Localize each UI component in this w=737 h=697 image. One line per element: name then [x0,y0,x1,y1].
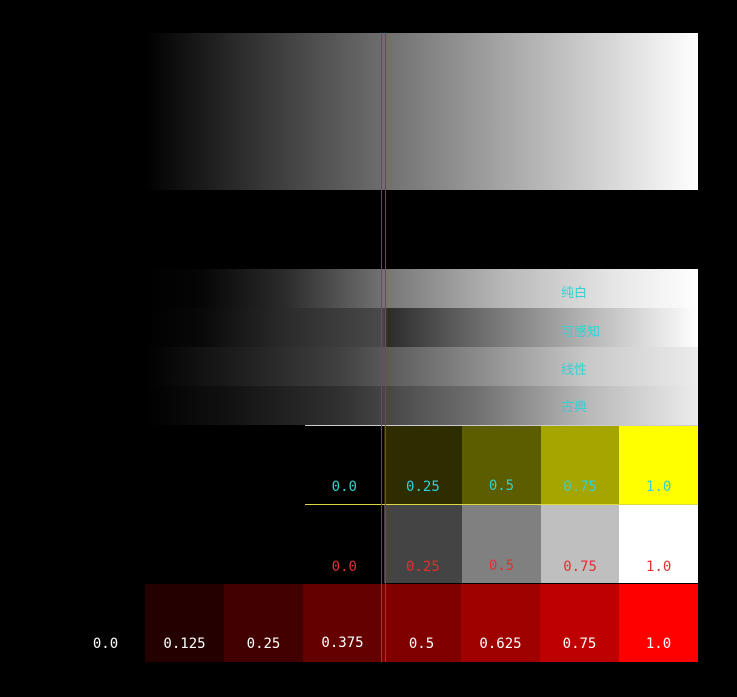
yellow-swatch [462,426,541,504]
gray-swatch-label: 1.0 [646,559,672,575]
red-swatch-label: 0.125 [163,636,206,652]
gray-swatch-label: 0.25 [406,559,440,575]
yellow-swatch-label: 0.5 [488,478,515,494]
band-linear [145,347,698,386]
yellow-swatch-label: 0.0 [331,479,357,495]
red-swatch [145,584,224,662]
red-swatch-label: 0.375 [321,635,364,651]
gray-swatch [540,505,620,583]
red-swatch [303,584,382,662]
red-swatch-label: 0.0 [92,636,119,652]
red-swatch-label: 0.75 [562,636,597,652]
red-swatch-label: 0.25 [246,636,281,652]
yellow-swatch [383,426,463,504]
red-swatch [66,584,145,662]
band-bottom-divider [305,425,698,426]
yellow-divider-line [305,504,698,505]
band-pure-white [145,269,698,308]
yellow-swatch [305,426,384,504]
red-swatch-label: 0.625 [479,636,522,652]
gray-swatch [619,505,698,583]
band-label-perceptual: 可感知 [561,325,601,340]
yellow-swatch-label: 1.0 [646,479,672,495]
yellow-swatch [619,426,698,504]
red-swatch-label: 0.5 [408,636,435,652]
red-swatch [619,584,698,662]
yellow-swatch-label: 0.25 [406,479,440,495]
gray-swatch [305,505,384,583]
red-swatch [540,584,619,662]
red-reference-line-right [385,33,386,662]
red-swatch [224,584,303,662]
band-classic [145,386,698,425]
gray-swatch [462,505,541,583]
yellow-swatch-label: 0.75 [563,479,597,495]
gray-swatch-label: 0.5 [488,558,515,574]
band-label-pure-white: 纯白 [561,286,588,301]
gray-swatch [383,505,463,583]
red-swatch [461,584,540,662]
band-label-linear: 线性 [561,363,588,378]
gray-swatch-label: 0.75 [563,559,597,575]
band-label-classic: 古典 [561,400,588,415]
gray-swatch-label: 0.0 [331,559,357,575]
top-gradient-bar [145,33,698,190]
red-swatch [382,584,461,662]
yellow-swatch [540,426,620,504]
red-swatch-label: 1.0 [645,636,672,652]
band-perceptual [145,308,698,347]
red-reference-line-left [381,33,382,662]
